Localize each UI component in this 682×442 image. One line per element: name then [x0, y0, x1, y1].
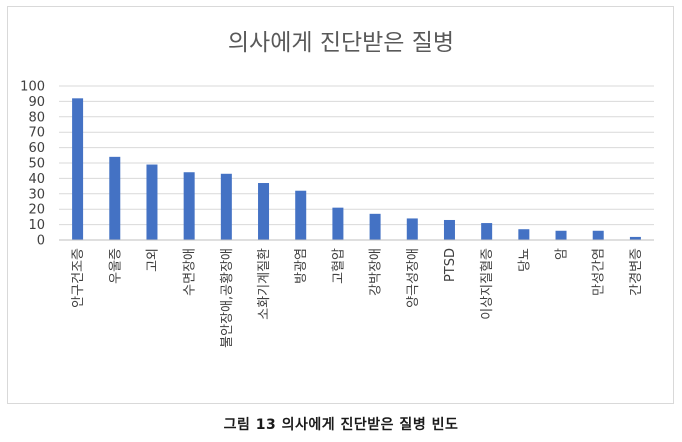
y-tick-label: 30 — [28, 187, 45, 202]
bar — [481, 223, 493, 240]
bars — [72, 98, 641, 240]
x-category-label: 우울증 — [108, 248, 123, 284]
y-tick-label: 10 — [28, 218, 45, 233]
x-category-label: 양극성장애 — [406, 248, 421, 308]
bar — [592, 230, 604, 240]
gridlines — [59, 85, 654, 226]
y-tick-label: 60 — [28, 141, 45, 156]
x-category-label: 강박장애 — [369, 248, 384, 296]
x-category-label: 고외 — [145, 248, 160, 272]
bar — [369, 213, 381, 240]
bar — [220, 173, 232, 240]
bar — [443, 219, 455, 240]
x-category-label: PTSD — [443, 248, 458, 282]
x-category-label: 방광염 — [294, 248, 309, 284]
y-tick-label: 50 — [28, 157, 45, 172]
x-category-label: 소화기계질환 — [257, 248, 272, 320]
bar — [183, 172, 195, 240]
y-tick-label: 70 — [28, 126, 45, 141]
y-tick-label: 90 — [28, 95, 45, 110]
bar — [146, 164, 158, 240]
bar — [109, 156, 121, 240]
figure-caption: 그림 13 의사에게 진단받은 질병 빈도 — [223, 417, 459, 433]
x-category-label: 수면장애 — [183, 248, 198, 296]
y-tick-label: 20 — [28, 203, 45, 218]
bar — [332, 207, 344, 240]
y-tick-label: 0 — [37, 234, 45, 249]
bar — [629, 236, 641, 240]
chart-title: 의사에게 진단받은 질병 — [228, 30, 454, 56]
y-tick-label: 40 — [28, 172, 45, 187]
y-tick-label: 100 — [20, 80, 45, 95]
x-axis-categories: 안구건조증 우울증 고외 수면장애 불안장애,공황장애 소화기계질환 방광염 고혈압 강박장애 양… — [71, 248, 644, 348]
x-category-label: 안구건조증 — [71, 248, 86, 308]
x-category-label: 당뇨 — [517, 248, 532, 272]
x-category-label: 간경변증 — [629, 248, 644, 296]
x-category-label: 이상지질혈증 — [480, 248, 495, 320]
x-category-label: 암 — [555, 248, 570, 260]
bar — [518, 229, 530, 240]
x-category-label: 고혈압 — [331, 248, 346, 284]
x-category-label: 불안장애,공황장애 — [220, 248, 235, 348]
bar — [555, 230, 567, 240]
bar — [406, 218, 418, 240]
y-tick-label: 80 — [28, 110, 45, 125]
bar — [72, 98, 84, 240]
bar — [295, 190, 307, 240]
bar — [258, 183, 270, 240]
x-category-label: 만성간염 — [592, 248, 607, 296]
